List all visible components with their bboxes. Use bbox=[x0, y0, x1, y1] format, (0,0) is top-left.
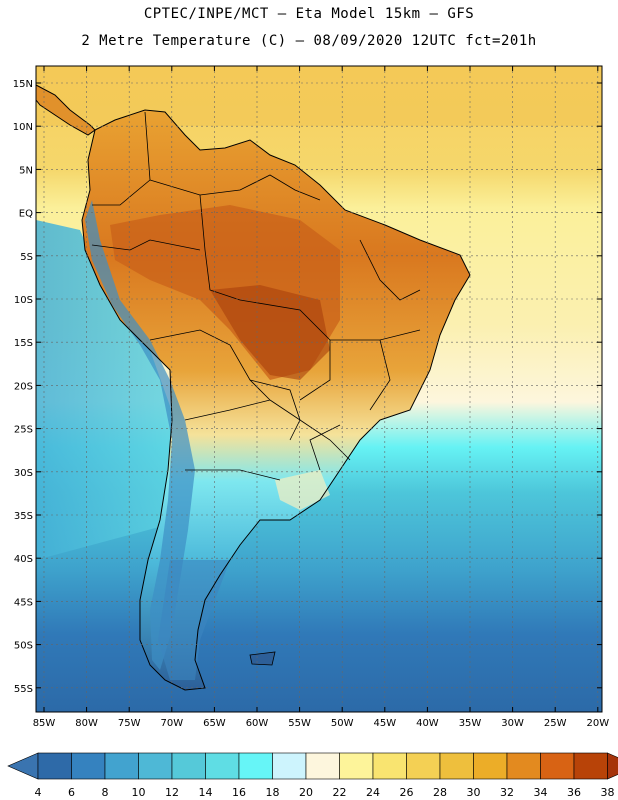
lat-tick-label: 20S bbox=[14, 381, 33, 392]
lat-tick-label: 5N bbox=[19, 165, 33, 176]
lat-tick-label: 10S bbox=[14, 295, 33, 306]
map-title-line1: CPTEC/INPE/MCT – Eta Model 15km – GFS bbox=[143, 6, 475, 22]
colorbar-label: 30 bbox=[467, 786, 481, 799]
lat-tick-label: 15S bbox=[14, 338, 33, 349]
colorbar-bin bbox=[138, 752, 173, 780]
colorbar-label: 18 bbox=[266, 786, 280, 799]
lon-tick-label: 50W bbox=[331, 718, 354, 729]
lat-tick-label: 10N bbox=[13, 122, 33, 133]
lat-tick-label: 25S bbox=[14, 425, 33, 436]
graticule bbox=[36, 66, 602, 712]
colorbar-label: 34 bbox=[534, 786, 548, 799]
colorbar-bin bbox=[205, 752, 240, 780]
colorbar-label: 26 bbox=[400, 786, 414, 799]
patagonia-cool-region bbox=[158, 560, 230, 680]
colorbar-bin bbox=[372, 752, 407, 780]
colorbar-label: 8 bbox=[102, 786, 109, 799]
colorbar-label: 28 bbox=[433, 786, 447, 799]
colorbar-label: 10 bbox=[132, 786, 146, 799]
colorbar-label: 36 bbox=[567, 786, 581, 799]
lon-tick-label: 75W bbox=[118, 718, 141, 729]
colorbar-label: 12 bbox=[165, 786, 179, 799]
longitude-axis: 85W 80W 75W 70W 65W 60W 55W 50W 45W 40W 35W 30W 25W 2… bbox=[33, 66, 609, 729]
lon-tick-label: 60W bbox=[246, 718, 269, 729]
pacific-cool-region bbox=[36, 220, 185, 560]
colorbar-label: 4 bbox=[35, 786, 42, 799]
lon-tick-label: 55W bbox=[288, 718, 311, 729]
lat-tick-label: 40S bbox=[14, 554, 33, 565]
colorbar-label: 6 bbox=[68, 786, 75, 799]
colorbar-bin bbox=[37, 752, 72, 780]
colorbar-label: 14 bbox=[199, 786, 213, 799]
colorbar-under-arrow bbox=[7, 752, 39, 780]
coastline bbox=[81, 109, 471, 691]
lon-tick-label: 30W bbox=[501, 718, 524, 729]
lon-tick-label: 20W bbox=[586, 718, 609, 729]
lat-tick-label: 5S bbox=[20, 252, 33, 263]
lon-tick-label: 85W bbox=[33, 718, 56, 729]
lon-tick-label: 35W bbox=[459, 718, 482, 729]
lat-tick-label: 35S bbox=[14, 511, 33, 522]
lon-tick-label: 80W bbox=[75, 718, 98, 729]
colorbar-bin bbox=[71, 752, 106, 780]
caribbean-warm-region bbox=[36, 66, 602, 126]
lat-tick-label: 30S bbox=[14, 468, 33, 479]
colorbar-bin bbox=[573, 752, 608, 780]
map-field bbox=[36, 66, 602, 712]
colorbar-bin bbox=[104, 752, 139, 780]
central-america bbox=[36, 84, 96, 136]
lat-tick-label: 50S bbox=[14, 641, 33, 652]
colorbar-label: 32 bbox=[500, 786, 514, 799]
colorbar-bin bbox=[406, 752, 441, 780]
map-frame bbox=[35, 65, 603, 713]
lon-tick-label: 45W bbox=[373, 718, 396, 729]
colorbar-bin bbox=[305, 752, 340, 780]
falkland-islands bbox=[249, 651, 276, 666]
andes-cold-band bbox=[85, 200, 195, 670]
colorbar: 4 6 8 10 12 14 16 18 20 22 24 26 28 30 32 34 36 38 bbox=[7, 752, 618, 799]
colorbar-label: 24 bbox=[366, 786, 380, 799]
colorbar-bin bbox=[238, 752, 273, 780]
map-title-line2: 2 Metre Temperature (C) – 08/09/2020 12U… bbox=[81, 33, 537, 49]
lat-tick-label: 45S bbox=[14, 597, 33, 608]
lon-tick-label: 70W bbox=[160, 718, 183, 729]
country-borders bbox=[91, 111, 421, 481]
colorbar-bin bbox=[171, 752, 206, 780]
colorbar-over-arrow bbox=[607, 752, 618, 780]
lat-tick-label: 55S bbox=[14, 684, 33, 695]
colorbar-bin bbox=[506, 752, 541, 780]
colorbar-label: 22 bbox=[333, 786, 347, 799]
colorbar-label: 16 bbox=[232, 786, 246, 799]
lat-tick-label: EQ bbox=[19, 209, 33, 220]
colorbar-label: 20 bbox=[299, 786, 313, 799]
lat-tick-label: 15N bbox=[13, 79, 33, 90]
la-plata-region bbox=[275, 470, 330, 510]
latitude-axis: 15N 10N 5N EQ 5S 10S 15S 20S 25S 30S 35S 40S 45S 50S 5… bbox=[13, 79, 602, 695]
colorbar-bin bbox=[473, 752, 508, 780]
colorbar-bin bbox=[540, 752, 575, 780]
lon-tick-label: 40W bbox=[416, 718, 439, 729]
colorbar-bin bbox=[439, 752, 474, 780]
central-brazil-max bbox=[210, 285, 330, 380]
colorbar-bin bbox=[272, 752, 307, 780]
lon-tick-label: 65W bbox=[203, 718, 226, 729]
colorbar-label: 38 bbox=[601, 786, 615, 799]
colorbar-bin bbox=[339, 752, 374, 780]
lon-tick-label: 25W bbox=[544, 718, 567, 729]
